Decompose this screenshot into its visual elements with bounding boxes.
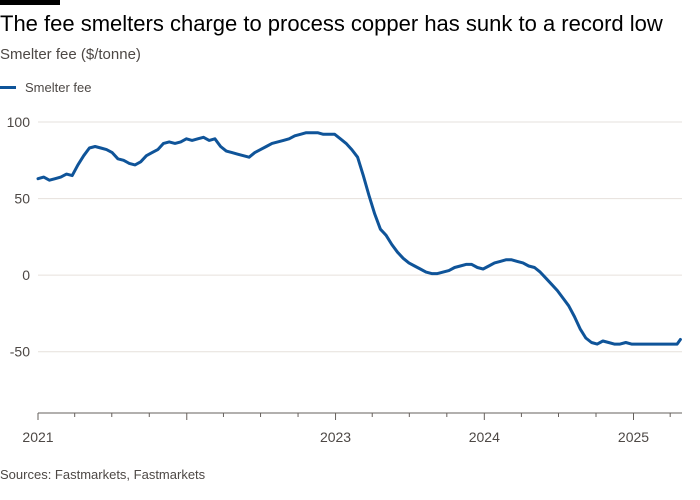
chart-title: The fee smelters charge to process coppe… <box>0 11 663 36</box>
y-tick-label: 50 <box>14 191 30 207</box>
brand-bar <box>0 0 60 5</box>
y-tick-label: 0 <box>22 267 30 283</box>
x-axis: 2021 2023 2024 2025 <box>22 412 682 445</box>
x-tick-label: 2024 <box>469 429 500 445</box>
y-tick-label: 100 <box>7 114 31 130</box>
source-note: Sources: Fastmarkets, Fastmarkets <box>0 467 206 482</box>
series-line-smelter-fee <box>36 131 682 346</box>
legend-swatch <box>0 85 16 89</box>
y-tick-label: -50 <box>10 344 30 360</box>
gridlines <box>38 121 682 353</box>
y-axis-labels: 100 50 0 -50 <box>7 114 31 360</box>
x-tick-label: 2021 <box>22 429 53 445</box>
legend-label: Smelter fee <box>25 79 92 95</box>
x-tick-label: 2025 <box>618 429 649 445</box>
x-tick-label: 2023 <box>320 429 351 445</box>
chart-subtitle: Smelter fee ($/tonne) <box>0 46 141 63</box>
legend: Smelter fee <box>0 79 91 95</box>
series-layer <box>36 131 682 346</box>
